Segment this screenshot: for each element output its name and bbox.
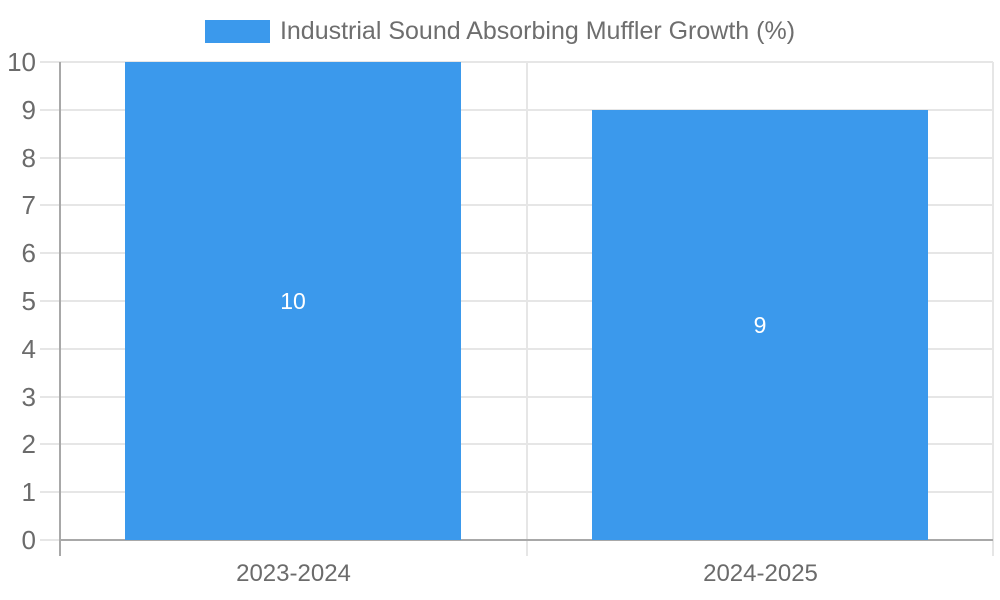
y-axis-label: 1 xyxy=(21,477,36,508)
y-axis-label: 7 xyxy=(21,190,36,221)
x-axis-tick xyxy=(992,540,994,556)
y-axis-label: 5 xyxy=(21,286,36,316)
y-axis-tick xyxy=(40,156,60,159)
y-axis-tick xyxy=(40,347,60,350)
y-axis-tick xyxy=(40,108,60,111)
y-axis-label: 9 xyxy=(21,94,36,125)
y-axis-tick xyxy=(40,539,60,541)
y-axis-tick xyxy=(40,395,60,398)
legend: Industrial Sound Absorbing Muffler Growt… xyxy=(0,17,1000,45)
y-axis-label: 10 xyxy=(7,47,36,77)
y-axis-label: 3 xyxy=(21,381,36,412)
gridline-vertical xyxy=(525,62,528,540)
y-axis-tick xyxy=(40,491,60,494)
bar: 9 xyxy=(592,109,928,540)
y-axis-label: 2 xyxy=(21,429,36,460)
x-axis-tick xyxy=(59,540,61,556)
x-axis-label: 2023-2024 xyxy=(236,560,351,587)
bar-value-label: 9 xyxy=(753,311,767,338)
y-axis-tick xyxy=(40,443,60,446)
y-axis-label: 6 xyxy=(21,238,36,269)
x-axis-label: 2024-2025 xyxy=(703,560,818,587)
y-axis-tick xyxy=(40,252,60,255)
y-axis-label: 8 xyxy=(21,142,36,173)
bar: 10 xyxy=(125,62,461,540)
y-axis-label: 4 xyxy=(21,333,36,364)
y-axis-tick xyxy=(40,204,60,207)
y-axis-line xyxy=(59,62,61,540)
y-axis-label: 0 xyxy=(21,525,36,555)
gridline-vertical xyxy=(992,62,994,540)
legend-swatch xyxy=(204,19,270,43)
y-axis-tick xyxy=(40,61,60,63)
y-axis-tick xyxy=(40,300,60,302)
x-axis-tick xyxy=(525,540,528,556)
x-axis-line xyxy=(59,539,993,541)
legend-label: Industrial Sound Absorbing Muffler Growt… xyxy=(279,17,796,45)
bar-value-label: 10 xyxy=(280,288,306,314)
